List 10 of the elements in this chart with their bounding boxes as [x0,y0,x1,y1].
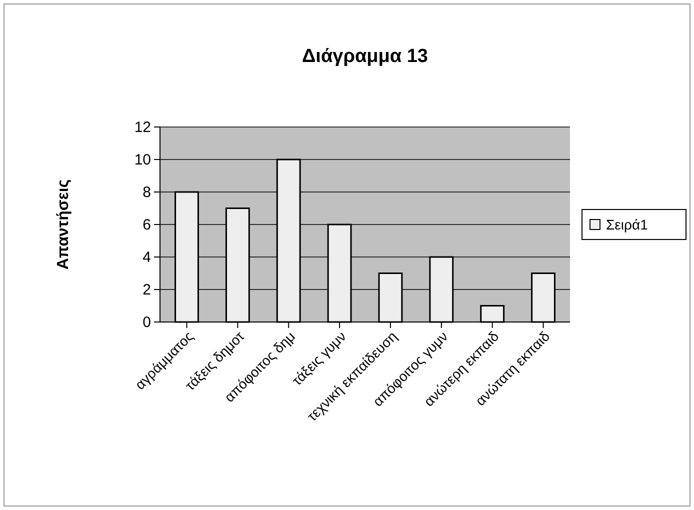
y-tick-label: 2 [142,281,151,298]
chart-title: Διάγραμμα 13 [302,46,428,67]
y-tick-label: 12 [134,118,151,136]
y-axis-title: Απαντήσεις [55,179,72,270]
y-tick-label: 4 [142,248,151,266]
y-tick-label: 0 [142,314,151,331]
y-tick-label: 10 [134,151,151,168]
legend-label: Σειρά1 [606,216,648,232]
y-tick-label: 6 [142,216,151,234]
y-tick-label: 8 [142,184,151,201]
